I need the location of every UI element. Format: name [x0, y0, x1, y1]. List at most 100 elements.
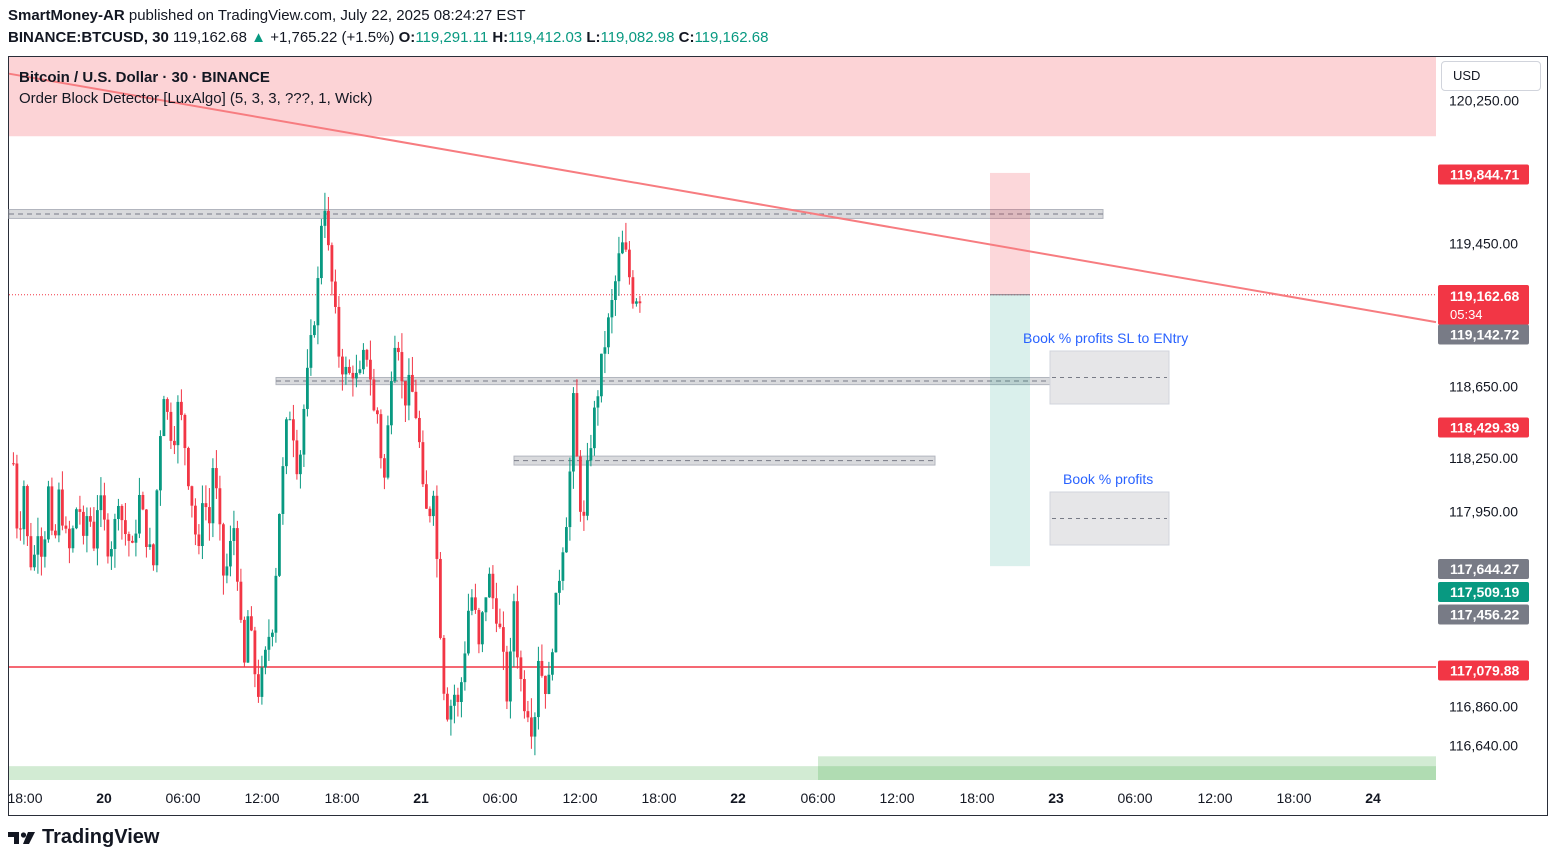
candle-body-4 — [26, 486, 29, 537]
candle-body-105 — [379, 414, 383, 459]
price-label-2: 119,142.72 — [1450, 327, 1520, 343]
candle-body-89 — [323, 210, 327, 226]
symbol-label[interactable]: BINANCE:BTCUSD, 30 — [8, 29, 169, 46]
candle-body-67 — [246, 616, 250, 663]
candle-body-2 — [19, 528, 22, 530]
candle-body-10 — [47, 486, 50, 540]
candle-body-27 — [106, 519, 110, 557]
candle-body-137 — [491, 573, 495, 599]
price-label-7: 117,079.88 — [1450, 663, 1520, 679]
candle-body-101 — [365, 349, 369, 360]
candle-body-0 — [12, 463, 15, 465]
last-price: 119,162.68 — [173, 29, 247, 46]
candle-body-66 — [243, 619, 246, 663]
candle-body-3 — [22, 486, 26, 530]
candle-body-49 — [183, 414, 187, 449]
tradingview-logo[interactable]: TradingView — [8, 826, 159, 849]
candle-body-71 — [260, 667, 264, 697]
chart-legend: Bitcoin / U.S. Dollar · 30 · BINANCE Ord… — [19, 67, 372, 109]
candle-body-150 — [537, 660, 540, 718]
candle-body-177 — [631, 277, 635, 304]
candle-body-104 — [376, 410, 379, 415]
x-tick-2: 06:00 — [165, 790, 200, 806]
candle-body-24 — [96, 510, 99, 549]
x-tick-9: 22 — [730, 790, 746, 806]
candle-body-90 — [327, 210, 330, 246]
price-label-5: 117,509.19 — [1450, 584, 1520, 600]
candle-body-95 — [344, 366, 348, 375]
candle-body-59 — [218, 488, 222, 525]
candle-body-12 — [54, 530, 57, 536]
order-block-5 — [9, 766, 1436, 780]
candle-body-91 — [330, 245, 334, 282]
candle-body-25 — [99, 495, 103, 511]
price-label-bg-5 — [1438, 582, 1529, 602]
candle-body-69 — [253, 630, 257, 675]
price-label-6: 117,456.22 — [1450, 607, 1520, 623]
legend-indicator[interactable]: Order Block Detector [LuxAlgo] (5, 3, 3,… — [19, 90, 373, 107]
close-label: C: — [678, 29, 695, 46]
price-label-bg-7 — [1438, 660, 1529, 681]
candle-body-84 — [306, 367, 309, 409]
candle-body-30 — [117, 505, 120, 519]
author-name[interactable]: SmartMoney-AR — [8, 7, 125, 24]
candle-body-65 — [239, 581, 243, 620]
candle-body-45 — [169, 411, 173, 441]
y-tick-5: 116,860.00 — [1449, 698, 1518, 714]
y-tick-3: 118,250.00 — [1449, 450, 1518, 466]
candle-body-14 — [61, 489, 64, 526]
candle-body-96 — [348, 366, 351, 373]
candle-body-132 — [474, 597, 477, 610]
candle-body-53 — [197, 534, 201, 547]
candle-body-159 — [568, 471, 572, 528]
currency-button[interactable]: USD — [1441, 61, 1541, 91]
candle-body-163 — [582, 511, 586, 516]
candle-body-172 — [614, 281, 617, 301]
candle-body-149 — [533, 717, 537, 737]
candle-body-7 — [36, 536, 40, 555]
y-tick-0: 120,250.00 — [1449, 93, 1519, 109]
annotation-book-profits-sl[interactable]: Book % profits SL to ENtry — [1023, 330, 1189, 346]
candle-body-161 — [575, 393, 579, 457]
candle-body-77 — [281, 466, 285, 514]
candle-body-171 — [610, 300, 614, 318]
candle-body-28 — [110, 549, 113, 557]
candle-body-113 — [407, 374, 411, 406]
candle-body-70 — [257, 674, 260, 697]
candle-body-46 — [173, 440, 176, 446]
candle-body-121 — [435, 495, 439, 559]
candle-body-166 — [593, 407, 596, 449]
candle-body-108 — [390, 381, 393, 426]
candle-body-23 — [92, 521, 96, 549]
price-label-3: 118,429.39 — [1450, 420, 1520, 436]
candle-body-38 — [145, 509, 148, 547]
candle-body-120 — [432, 495, 435, 517]
candle-body-58 — [215, 468, 218, 489]
candle-body-167 — [596, 396, 600, 408]
candle-body-42 — [159, 436, 162, 491]
candle-body-75 — [274, 575, 278, 633]
candle-body-43 — [162, 399, 166, 437]
legend-title[interactable]: Bitcoin / U.S. Dollar · 30 · BINANCE — [19, 69, 270, 86]
candle-body-8 — [40, 536, 43, 557]
candle-body-21 — [85, 516, 89, 536]
candle-body-133 — [477, 609, 481, 645]
y-tick-4: 117,950.00 — [1449, 504, 1518, 520]
candle-body-179 — [638, 301, 642, 304]
candle-body-140 — [502, 627, 505, 652]
candle-body-139 — [498, 623, 502, 628]
candle-body-44 — [166, 399, 169, 412]
candle-body-141 — [505, 651, 509, 702]
low-value: 119,082.98 — [600, 29, 675, 46]
x-tick-1: 20 — [96, 790, 112, 806]
candle-body-173 — [617, 253, 621, 282]
candle-body-13 — [57, 489, 61, 536]
candle-body-118 — [425, 484, 428, 509]
x-tick-11: 12:00 — [879, 790, 914, 806]
candle-body-62 — [229, 540, 232, 567]
candle-body-116 — [418, 417, 421, 443]
candle-body-146 — [523, 679, 526, 712]
candle-body-81 — [295, 440, 299, 475]
annotation-book-profits[interactable]: Book % profits — [1063, 471, 1154, 487]
